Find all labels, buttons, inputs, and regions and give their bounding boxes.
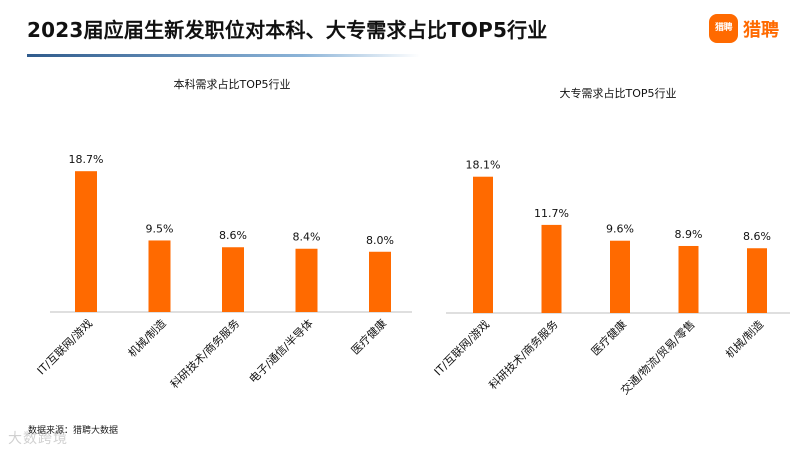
chart-title: 本科需求占比TOP5行业 xyxy=(173,77,290,91)
bar xyxy=(473,176,493,313)
liepin-logo: 猎聘 猎聘 xyxy=(709,14,779,43)
bachelor-chart: 本科需求占比TOP5行业 18.7% IT/互联网/游戏 9.5% 机械/制造 8.6% 科… xyxy=(35,77,412,391)
category-tick-label: 交通/物流/贸易/零售 xyxy=(618,317,698,397)
bar-data-label: 8.9% xyxy=(675,228,703,241)
category-tick-label: 科研技术/商务服务 xyxy=(167,316,242,391)
category-tick-label: 科研技术/商务服务 xyxy=(486,317,561,392)
page-title: 2023届应届生新发职位对本科、大专需求占比TOP5行业 xyxy=(27,18,548,42)
bar-data-label: 8.6% xyxy=(743,230,771,243)
bar-data-label: 8.4% xyxy=(293,231,321,244)
category-tick-label: 电子/通信/半导体 xyxy=(246,316,316,386)
logo-text: 猎聘 xyxy=(743,19,779,41)
bar xyxy=(295,248,318,312)
bar-data-label: 18.7% xyxy=(69,153,104,166)
category-tick-label: IT/互联网/游戏 xyxy=(432,318,492,378)
logo-badge-icon: 猎聘 xyxy=(709,14,738,43)
bar xyxy=(678,245,699,313)
category-tick-label: 机械/制造 xyxy=(125,316,169,360)
category-tick-label: 机械/制造 xyxy=(722,317,766,361)
bar xyxy=(610,240,630,313)
bar xyxy=(75,171,97,312)
category-tick-label: 医疗健康 xyxy=(348,316,389,357)
bar-data-label: 8.6% xyxy=(219,229,247,242)
bar xyxy=(747,248,767,313)
title-underline xyxy=(27,54,420,57)
category-tick-label: 医疗健康 xyxy=(588,317,629,358)
bar xyxy=(222,247,244,312)
source-note: 数据来源：猎聘大数据 xyxy=(28,426,119,436)
bar-data-label: 8.0% xyxy=(366,234,394,247)
bar xyxy=(541,224,562,313)
bar xyxy=(369,251,391,312)
watermark-text: 大数跨境 xyxy=(8,431,68,447)
chart-title: 大专需求占比TOP5行业 xyxy=(559,86,676,100)
bar-data-label: 11.7% xyxy=(534,207,569,220)
bar-data-label: 9.5% xyxy=(146,222,174,235)
bar-data-label: 9.6% xyxy=(606,223,634,236)
bar xyxy=(148,240,171,312)
associate-chart: 大专需求占比TOP5行业 18.1% IT/互联网/游戏 11.7% 科研技术/商务服务… xyxy=(432,86,790,397)
bar-data-label: 18.1% xyxy=(466,159,501,172)
category-tick-label: IT/互联网/游戏 xyxy=(35,317,95,377)
